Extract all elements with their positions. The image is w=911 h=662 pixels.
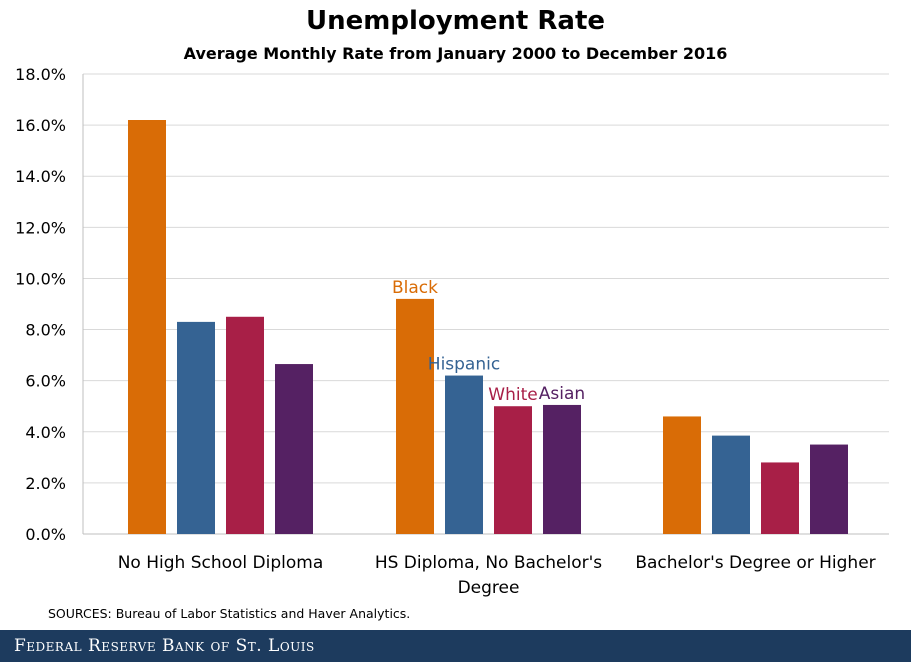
bar-white (494, 406, 532, 534)
footer-bar: Federal Reserve Bank of St. Louis (0, 630, 911, 662)
y-tick-label: 16.0% (15, 116, 66, 135)
bar-asian (543, 404, 581, 534)
source-note: SOURCES: Bureau of Labor Statistics and … (48, 606, 411, 621)
series-label-black: Black (392, 278, 438, 298)
x-category-label: HS Diploma, No Bachelor's (375, 553, 602, 573)
series-label-hispanic: Hispanic (428, 355, 500, 375)
y-tick-label: 4.0% (25, 423, 66, 442)
bar-black (128, 120, 166, 534)
bar-hispanic (177, 321, 215, 534)
bar-white (226, 316, 264, 534)
y-tick-label: 6.0% (25, 372, 66, 391)
x-category-label: Degree (458, 578, 520, 598)
bar-black (396, 298, 434, 534)
bar-hispanic (712, 435, 750, 534)
x-category-label: No High School Diploma (118, 553, 324, 573)
y-tick-label: 18.0% (15, 65, 66, 84)
y-tick-label: 10.0% (15, 269, 66, 288)
y-tick-label: 0.0% (25, 525, 66, 544)
series-label-white: White (488, 385, 537, 405)
bar-hispanic (445, 375, 483, 534)
series-label-asian: Asian (539, 384, 585, 404)
bar-black (663, 416, 701, 534)
y-tick-label: 8.0% (25, 321, 66, 340)
chart-subtitle: Average Monthly Rate from January 2000 t… (183, 44, 728, 63)
chart-title: Unemployment Rate (305, 6, 606, 36)
bar-white (761, 462, 799, 534)
y-tick-label: 12.0% (15, 218, 66, 237)
x-category-label: Bachelor's Degree or Higher (635, 553, 875, 573)
y-tick-label: 2.0% (25, 474, 66, 493)
y-tick-label: 14.0% (15, 167, 66, 186)
bar-asian (275, 364, 313, 534)
bar-asian (810, 444, 848, 534)
footer-logo-text: Federal Reserve Bank of St. Louis (14, 636, 315, 656)
